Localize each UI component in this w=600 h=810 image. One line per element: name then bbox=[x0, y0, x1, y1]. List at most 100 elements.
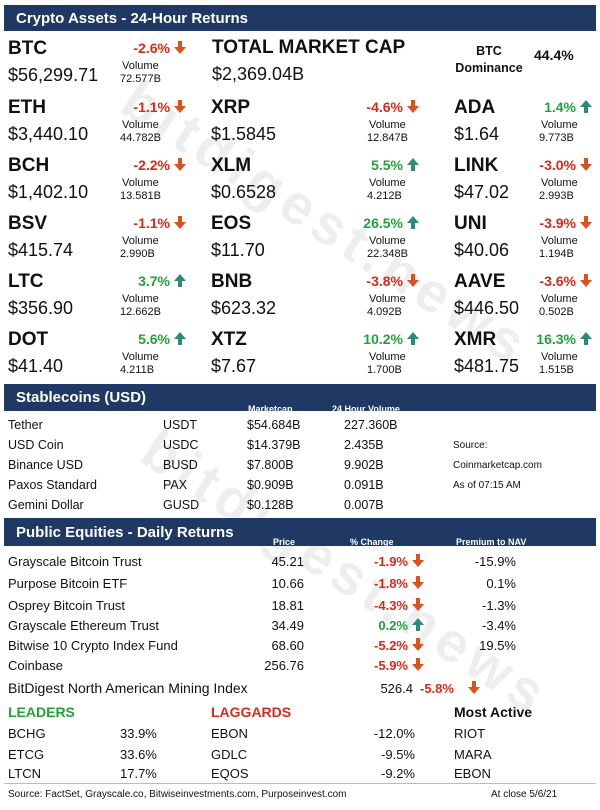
coin-bnb: BNB -3.8% $623.32 Volume 4.092B bbox=[211, 271, 419, 327]
stablecoins-title: Stablecoins (USD) bbox=[16, 389, 147, 406]
equity-change-value: 0.2% bbox=[378, 618, 408, 633]
coin-eos: EOS 26.5% $11.70 Volume 22.348B bbox=[211, 213, 419, 269]
coin-price: $7.67 bbox=[211, 356, 257, 376]
coin-change: -3.6% bbox=[539, 273, 592, 289]
coin-aave: AAVE -3.6% $446.50 Volume 0.502B bbox=[454, 271, 592, 327]
coin-change-value: 1.4% bbox=[544, 99, 576, 115]
equity-change: -4.3% bbox=[350, 598, 424, 613]
down-arrow-icon bbox=[174, 216, 186, 229]
laggard-ticker: EBON bbox=[211, 726, 248, 741]
stable-name: Gemini Dollar bbox=[8, 498, 84, 512]
leader-pct: 33.9% bbox=[120, 726, 157, 741]
coin-change: -4.6% bbox=[366, 99, 419, 115]
coin-volume-label: Volume bbox=[369, 119, 406, 131]
leader-ticker: LTCN bbox=[8, 766, 41, 781]
stable-marketcap: $14.379B bbox=[247, 438, 301, 452]
coin-change-value: -4.6% bbox=[366, 99, 403, 115]
equity-premium-nav: -15.9% bbox=[474, 554, 516, 569]
coin-volume: 9.773B bbox=[539, 132, 574, 144]
coin-price: $0.6528 bbox=[211, 182, 277, 202]
coin-volume: 4.092B bbox=[367, 306, 402, 318]
stable-volume: 9.902B bbox=[344, 458, 384, 472]
coin-symbol: EOS bbox=[211, 213, 252, 234]
coin-price: $1,402.10 bbox=[8, 182, 89, 202]
coin-change-value: -2.2% bbox=[133, 157, 170, 173]
coin-change: 16.3% bbox=[536, 331, 592, 347]
leaders-title: LEADERS bbox=[8, 704, 75, 720]
coin-price: $40.06 bbox=[454, 240, 510, 260]
coin-price: $623.32 bbox=[211, 298, 277, 318]
stable-marketcap: $54.684B bbox=[247, 418, 301, 432]
coin-btc: BTC -2.6% $56,299.71 Volume 72.577B bbox=[8, 38, 208, 94]
coin-volume: 22.348B bbox=[367, 248, 408, 260]
stablecoins-header: Stablecoins (USD) bbox=[4, 384, 596, 411]
laggard-ticker: EQOS bbox=[211, 766, 249, 781]
coin-change-value: 3.7% bbox=[138, 273, 170, 289]
coin-change: -2.6% bbox=[133, 40, 186, 56]
coin-symbol: XMR bbox=[454, 329, 497, 350]
up-arrow-icon bbox=[580, 100, 592, 113]
coin-bsv: BSV -1.1% $415.74 Volume 2.990B bbox=[8, 213, 208, 269]
eq-col-price: Price bbox=[273, 537, 296, 547]
coin-symbol: XRP bbox=[211, 97, 251, 118]
most-active-title: Most Active bbox=[454, 704, 533, 720]
coin-price: $415.74 bbox=[8, 240, 74, 260]
down-arrow-icon bbox=[412, 554, 424, 567]
coin-volume-label: Volume bbox=[369, 235, 406, 247]
equity-price: 68.60 bbox=[271, 638, 304, 653]
coin-change-value: -2.6% bbox=[133, 40, 170, 56]
equity-change-value: -5.9% bbox=[374, 658, 408, 673]
equities-header: Public Equities - Daily Returns bbox=[4, 518, 596, 546]
coin-change: -3.9% bbox=[539, 215, 592, 231]
coin-price: $1.5845 bbox=[211, 124, 277, 144]
eq-col-nav: Premium to NAV bbox=[456, 537, 527, 547]
coin-ltc: LTC 3.7% $356.90 Volume 12.662B bbox=[8, 271, 208, 327]
stable-ticker: GUSD bbox=[163, 498, 200, 512]
coin-symbol: UNI bbox=[454, 213, 487, 234]
down-arrow-icon bbox=[174, 41, 186, 54]
coin-volume: 0.502B bbox=[539, 306, 574, 318]
coin-volume: 12.662B bbox=[120, 306, 161, 318]
up-arrow-icon bbox=[174, 332, 186, 345]
coin-volume-label: Volume bbox=[369, 351, 406, 363]
down-arrow-icon bbox=[174, 158, 186, 171]
equity-change: -5.9% bbox=[350, 658, 424, 673]
equity-change-value: -4.3% bbox=[374, 598, 408, 613]
coin-symbol: XTZ bbox=[211, 329, 247, 350]
dominance-value: 44.4% bbox=[534, 47, 574, 63]
mining-change-value: -5.8% bbox=[420, 681, 454, 696]
coin-symbol: BTC bbox=[8, 38, 48, 59]
mining-index-label: BitDigest North American Mining Index bbox=[8, 680, 248, 696]
stable-ticker: USDC bbox=[163, 438, 199, 452]
down-arrow-icon bbox=[412, 638, 424, 651]
coin-volume-label: Volume bbox=[369, 293, 406, 305]
coin-volume: 1.194B bbox=[539, 248, 574, 260]
coin-change: -3.8% bbox=[366, 273, 419, 289]
equity-price: 45.21 bbox=[271, 554, 304, 569]
stable-name: USD Coin bbox=[8, 438, 64, 452]
coin-volume-label: Volume bbox=[122, 235, 159, 247]
coin-change-value: -1.1% bbox=[133, 99, 170, 115]
coin-change-value: -3.8% bbox=[366, 273, 403, 289]
coin-price: $356.90 bbox=[8, 298, 74, 318]
coin-symbol: DOT bbox=[8, 329, 49, 350]
market-cap-value: $2,369.04B bbox=[212, 64, 305, 84]
up-arrow-icon bbox=[174, 274, 186, 287]
most-active-ticker: RIOT bbox=[454, 726, 486, 741]
coin-price: $481.75 bbox=[454, 356, 520, 376]
equity-change-value: -5.2% bbox=[374, 638, 408, 653]
coin-link: LINK -3.0% $47.02 Volume 2.993B bbox=[454, 155, 592, 211]
coin-volume: 4.212B bbox=[367, 190, 402, 202]
coin-volume-label: Volume bbox=[541, 177, 578, 189]
stable-marketcap: $0.128B bbox=[247, 498, 294, 512]
coin-eth: ETH -1.1% $3,440.10 Volume 44.782B bbox=[8, 97, 208, 153]
equity-price: 18.81 bbox=[271, 598, 304, 613]
equity-name: Grayscale Ethereum Trust bbox=[8, 618, 159, 633]
coin-volume: 72.577B bbox=[120, 73, 161, 85]
coin-volume: 13.581B bbox=[120, 190, 161, 202]
crypto-assets-title: Crypto Assets - 24-Hour Returns bbox=[16, 9, 248, 27]
coin-volume-label: Volume bbox=[122, 177, 159, 189]
equity-name: Grayscale Bitcoin Trust bbox=[8, 554, 142, 569]
equity-premium-nav: -1.3% bbox=[482, 598, 516, 613]
stable-col-mcap: Marketcap bbox=[248, 404, 293, 414]
